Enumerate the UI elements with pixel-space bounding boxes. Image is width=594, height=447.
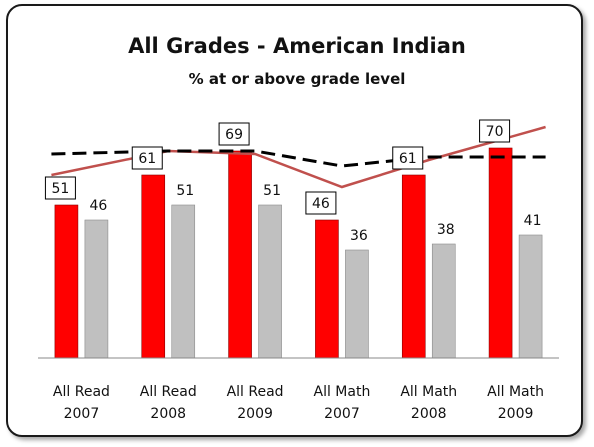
data-label-gray-1: 51 bbox=[176, 183, 194, 199]
data-label-red-3: 46 bbox=[312, 196, 330, 212]
x-tick-label-1-1: 2008 bbox=[150, 406, 186, 422]
x-tick-label-3-0: All Math bbox=[314, 384, 371, 400]
bar-gray-3 bbox=[345, 249, 369, 359]
chart-subtitle: % at or above grade level bbox=[189, 70, 406, 88]
x-tick-label-5-0: All Math bbox=[487, 384, 544, 400]
chart-title: All Grades - American Indian bbox=[128, 34, 466, 58]
x-tick-label-5-1: 2009 bbox=[498, 406, 534, 422]
bar-red-5 bbox=[488, 147, 513, 359]
x-tick-label-0-0: All Read bbox=[53, 384, 110, 400]
bar-red-1 bbox=[141, 174, 166, 359]
data-label-box-4 bbox=[392, 146, 424, 170]
x-tick-label-4-0: All Math bbox=[400, 384, 457, 400]
x-tick-label-2-0: All Read bbox=[227, 384, 284, 400]
data-label-box-2 bbox=[218, 122, 250, 146]
bar-red-0 bbox=[54, 204, 79, 359]
x-tick-label-3-1: 2007 bbox=[324, 406, 360, 422]
data-label-gray-2: 51 bbox=[263, 183, 281, 199]
bar-red-2 bbox=[228, 150, 252, 359]
data-label-gray-0: 46 bbox=[90, 198, 108, 214]
data-label-gray-5: 41 bbox=[524, 213, 542, 229]
data-label-box-0 bbox=[44, 176, 76, 200]
data-label-gray-4: 38 bbox=[437, 222, 455, 238]
data-label-red-1: 61 bbox=[138, 151, 156, 167]
data-label-red-5: 70 bbox=[486, 124, 504, 140]
data-label-red-4: 61 bbox=[399, 151, 417, 167]
x-tick-label-4-1: 2008 bbox=[411, 406, 447, 422]
bar-red-3 bbox=[315, 219, 339, 359]
bar-gray-4 bbox=[431, 243, 456, 359]
data-label-gray-3: 36 bbox=[350, 228, 368, 244]
bar-gray-2 bbox=[258, 204, 282, 359]
x-tick-label-2-1: 2009 bbox=[237, 406, 273, 422]
x-tick-label-1-0: All Read bbox=[140, 384, 197, 400]
x-tick-label-0-1: 2007 bbox=[64, 406, 100, 422]
data-label-box-1 bbox=[131, 146, 163, 170]
data-label-box-3 bbox=[305, 191, 337, 215]
data-label-box-5 bbox=[479, 119, 511, 143]
data-label-red-0: 51 bbox=[52, 181, 70, 197]
bar-gray-5 bbox=[518, 234, 543, 359]
data-label-red-2: 69 bbox=[225, 127, 243, 143]
bar-red-4 bbox=[401, 174, 426, 359]
bar-gray-1 bbox=[171, 204, 196, 359]
bar-gray-0 bbox=[84, 219, 109, 359]
